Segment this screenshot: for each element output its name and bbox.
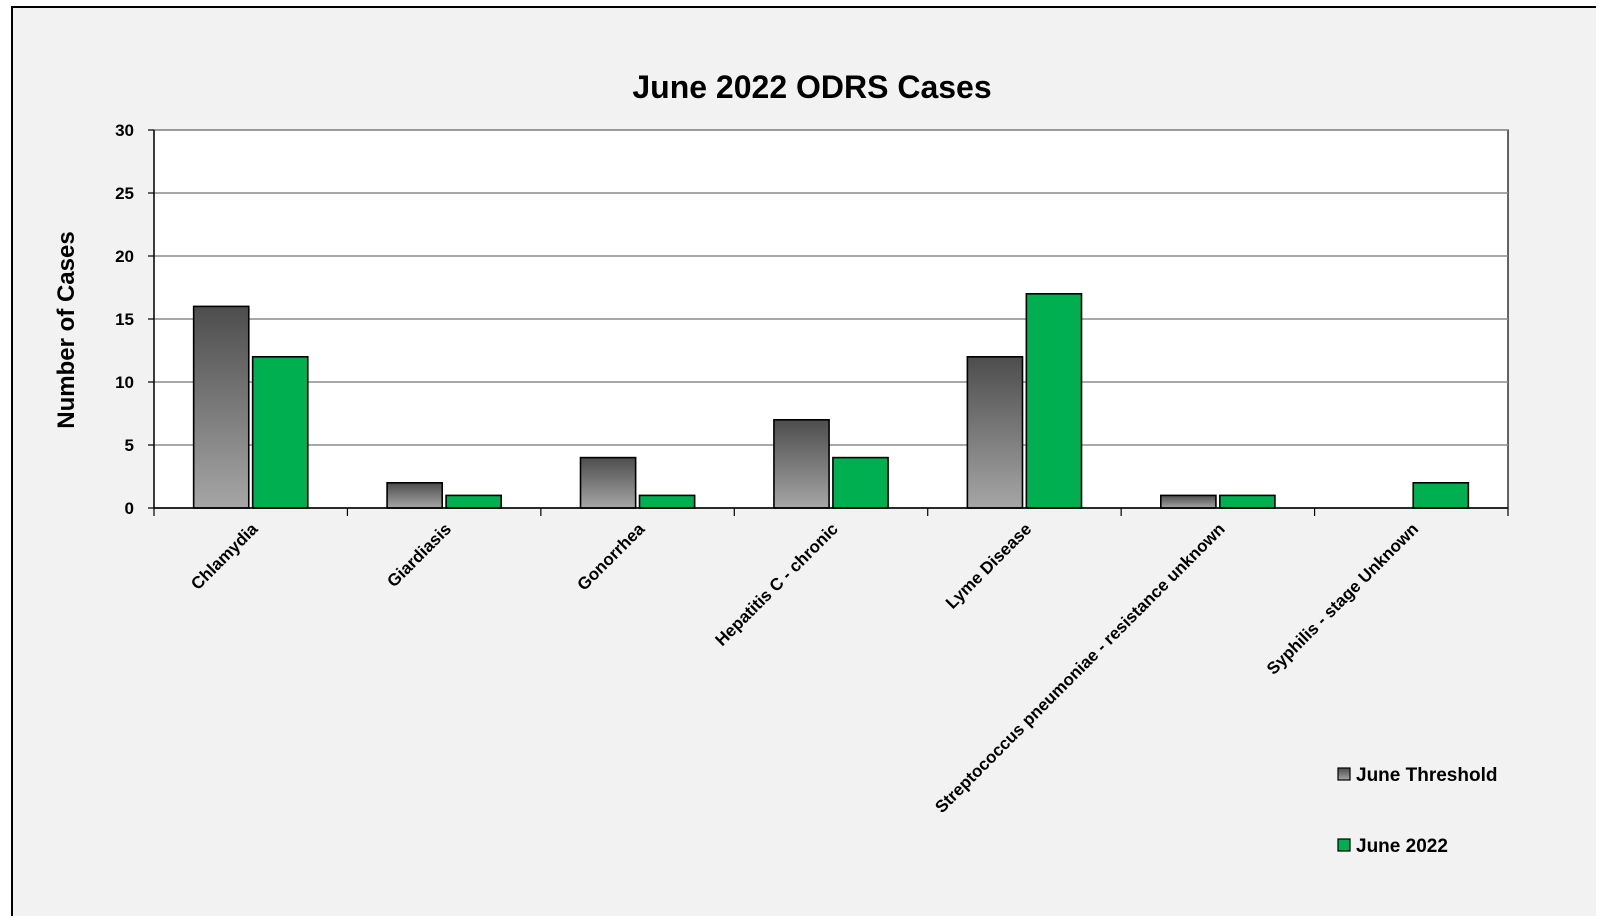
y-tick-label: 20 [115, 247, 134, 266]
bar-june-2022 [445, 494, 503, 509]
legend-swatch [1337, 767, 1351, 781]
x-category-label: Giardiasis [383, 519, 455, 591]
bars [192, 292, 1470, 509]
bar-june-2022 [1412, 481, 1470, 509]
bar-june-2022 [638, 494, 696, 509]
y-tick-label: 5 [125, 436, 134, 455]
legend-label: June 2022 [1356, 836, 1448, 857]
x-category-label: Hepatitis C - chronic [711, 519, 841, 649]
y-tick-label: 10 [115, 373, 134, 392]
legend-swatch [1337, 838, 1351, 852]
bar-threshold [1159, 494, 1217, 509]
y-tick-label: 0 [125, 499, 134, 518]
y-tick-label: 25 [115, 184, 134, 203]
y-tick-label: 30 [115, 121, 134, 140]
bar-threshold [966, 355, 1024, 509]
y-tick-label: 15 [115, 310, 134, 329]
legend-label: June Threshold [1356, 765, 1497, 786]
bar-threshold [386, 481, 444, 509]
x-category-label: Chlamydia [187, 519, 262, 594]
x-category-label: Syphilis - stage Unknown [1263, 519, 1422, 678]
bar-june-2022 [1218, 494, 1276, 509]
bar-threshold [579, 456, 637, 509]
legend: June Threshold June 2022 [1337, 765, 1497, 857]
x-category-label: Lyme Disease [942, 519, 1035, 612]
bar-june-2022 [251, 355, 309, 509]
y-axis-ticks: 0 5 10 15 20 25 30 [115, 121, 154, 518]
bar-threshold [192, 305, 250, 509]
x-axis [153, 130, 1509, 516]
chart-title: June 2022 ODRS Cases [632, 69, 991, 105]
bar-june-2022 [1025, 292, 1083, 509]
gridlines [153, 129, 1509, 509]
bar-threshold [773, 418, 830, 509]
bar-june-2022 [832, 456, 889, 509]
y-axis-title: Number of Cases [53, 231, 80, 428]
x-axis-categories: Chlamydia Giardiasis Gonorrhea Hepatitis C … [187, 519, 1422, 817]
x-category-label: Gonorrhea [574, 519, 649, 594]
